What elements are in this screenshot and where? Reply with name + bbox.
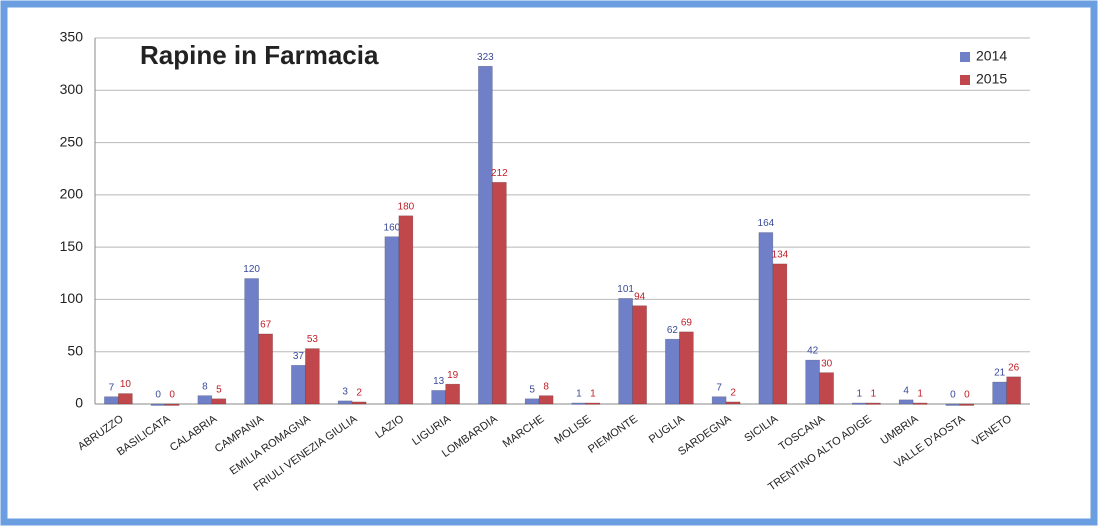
bar (585, 402, 601, 405)
y-tick-label: 50 (67, 342, 83, 358)
bar (571, 402, 587, 405)
bar (819, 372, 834, 405)
bar (772, 263, 788, 405)
bar (992, 381, 1007, 405)
bar (959, 403, 975, 406)
bar (805, 359, 820, 405)
bar (665, 338, 680, 405)
value-label: 8 (543, 381, 549, 392)
value-label: 53 (307, 334, 319, 345)
value-label: 120 (243, 264, 260, 275)
legend-swatch (960, 52, 970, 62)
value-label: 0 (169, 390, 175, 401)
y-tick-label: 100 (60, 290, 84, 306)
value-label: 7 (109, 382, 115, 393)
bar (398, 215, 414, 405)
value-label: 94 (634, 291, 646, 302)
bar (104, 396, 119, 405)
bar (679, 331, 694, 405)
value-label: 8 (202, 381, 208, 392)
value-label: 2 (730, 388, 736, 399)
value-label: 0 (950, 390, 956, 401)
bar (150, 403, 166, 406)
bar (725, 401, 741, 405)
value-label: 37 (293, 351, 305, 362)
value-label: 134 (772, 250, 789, 261)
value-label: 160 (384, 222, 401, 233)
y-tick-label: 350 (60, 29, 84, 45)
value-label: 10 (120, 379, 132, 390)
bar (866, 402, 881, 405)
bar (164, 403, 180, 406)
bar (912, 402, 928, 405)
value-label: 26 (1008, 362, 1020, 373)
y-tick-label: 0 (75, 395, 83, 411)
bar (538, 395, 554, 405)
bar (524, 398, 540, 405)
bar (197, 395, 213, 405)
bar (711, 396, 727, 405)
value-label: 1 (871, 389, 877, 400)
chart-title: Rapine in Farmacia (140, 40, 379, 70)
bar (898, 399, 914, 405)
value-label: 7 (716, 382, 722, 393)
value-label: 67 (260, 320, 272, 331)
bar (291, 365, 306, 405)
bar (618, 298, 633, 405)
value-label: 1 (857, 389, 863, 400)
y-tick-label: 150 (60, 238, 84, 254)
bar (431, 390, 446, 405)
value-label: 3 (342, 387, 348, 398)
bar (1006, 376, 1021, 405)
bar (118, 393, 133, 405)
bar (305, 348, 320, 405)
bar (492, 182, 507, 405)
bar (351, 401, 367, 405)
bar (478, 65, 493, 405)
bar (384, 236, 400, 405)
y-tick-label: 300 (60, 81, 84, 97)
value-label: 5 (216, 384, 222, 395)
value-label: 1 (590, 389, 596, 400)
value-label: 2 (356, 388, 362, 399)
value-label: 42 (807, 346, 819, 357)
value-label: 212 (491, 168, 508, 179)
value-label: 19 (447, 370, 459, 381)
value-label: 0 (155, 390, 161, 401)
bar (258, 333, 273, 405)
y-tick-label: 200 (60, 186, 84, 202)
value-label: 101 (617, 284, 634, 295)
value-label: 13 (433, 376, 445, 387)
value-label: 62 (667, 325, 679, 336)
bar (945, 403, 961, 406)
value-label: 1 (917, 389, 923, 400)
legend-label: 2014 (976, 48, 1007, 64)
bar (337, 400, 353, 405)
bar (211, 398, 227, 405)
bar (632, 305, 647, 405)
y-tick-label: 250 (60, 133, 84, 149)
value-label: 164 (758, 218, 775, 229)
value-label: 323 (477, 52, 494, 63)
bar (852, 402, 867, 405)
value-label: 30 (821, 358, 833, 369)
bar (244, 278, 259, 405)
legend-swatch (960, 75, 970, 85)
legend-label: 2015 (976, 71, 1007, 87)
value-label: 4 (903, 385, 909, 396)
value-label: 0 (964, 390, 970, 401)
value-label: 1 (576, 389, 582, 400)
value-label: 69 (681, 317, 693, 328)
value-label: 5 (529, 384, 535, 395)
value-label: 21 (994, 368, 1006, 379)
value-label: 180 (398, 201, 415, 212)
bar (445, 383, 460, 405)
